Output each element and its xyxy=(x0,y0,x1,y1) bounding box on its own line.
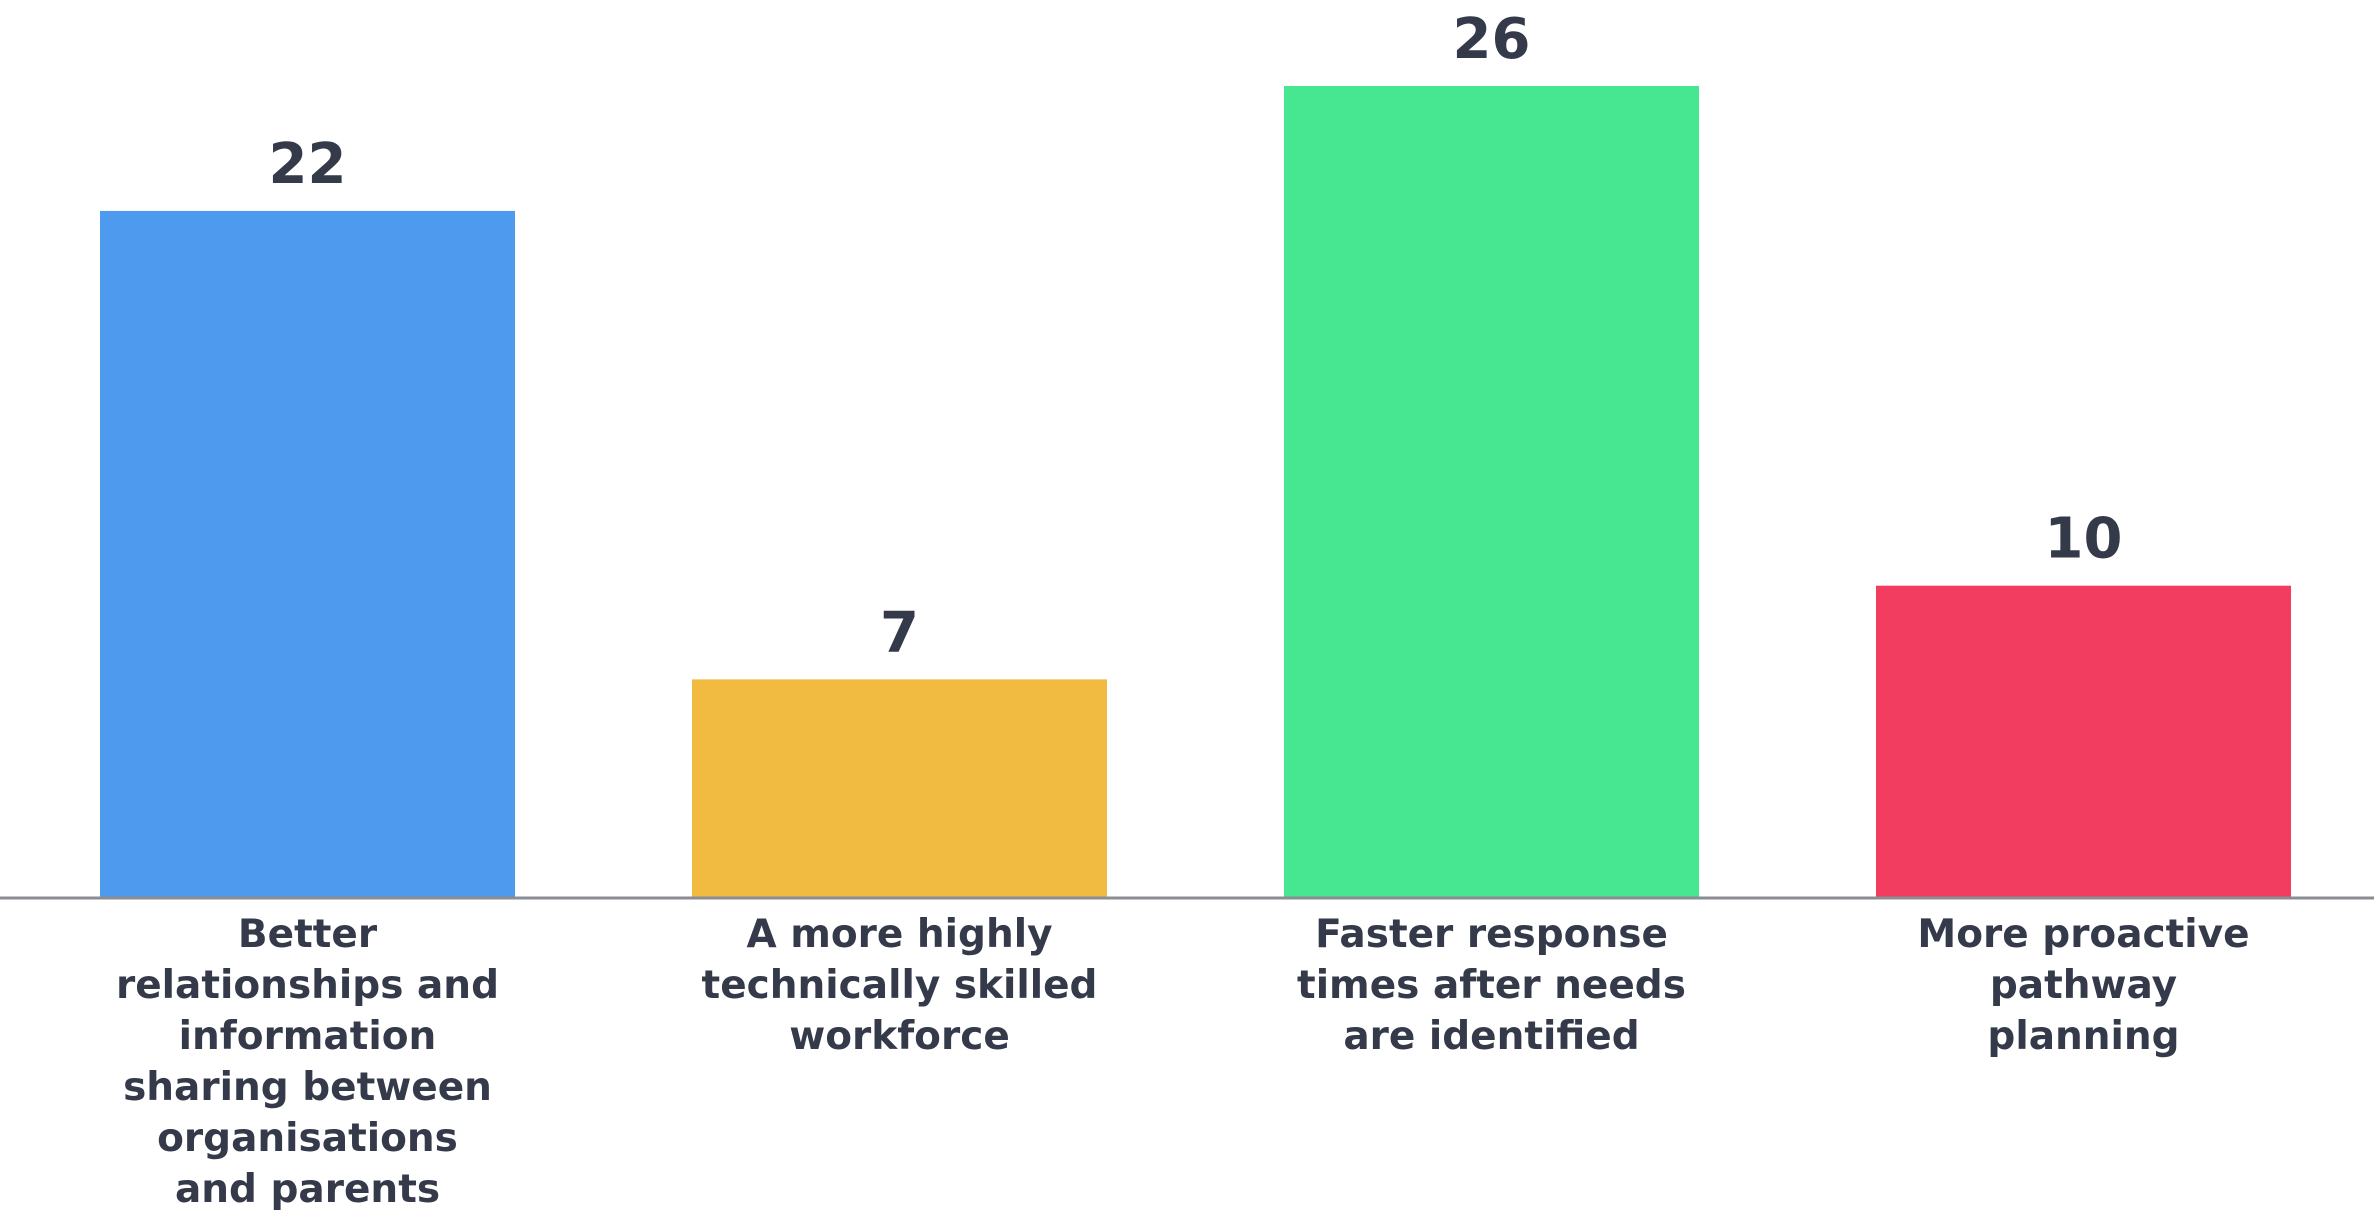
value-label-2: 7 xyxy=(880,600,919,665)
category-label-4: More proactive pathway planning xyxy=(1917,912,2249,1059)
category-label-2-line-3: workforce xyxy=(789,1014,1010,1059)
category-label-1-line-1: Better xyxy=(238,912,378,957)
category-label-4-line-2: pathway xyxy=(1990,963,2177,1008)
value-label-1: 22 xyxy=(269,132,347,197)
category-label-2-line-1: A more highly xyxy=(746,912,1052,957)
category-label-1: Better relationships and information sharin… xyxy=(116,912,499,1212)
category-label-1-line-2: relationships and xyxy=(116,963,499,1008)
category-label-1-line-4: sharing between xyxy=(123,1065,492,1110)
category-label-3: Faster response times after needs are iden… xyxy=(1297,912,1686,1059)
category-labels: Better relationships and information sharin… xyxy=(116,912,2250,1212)
bars xyxy=(100,86,2291,898)
bar-1 xyxy=(100,210,515,898)
value-labels: 22 7 26 10 xyxy=(269,7,2123,665)
value-label-3: 26 xyxy=(1453,7,1531,72)
value-label-4: 10 xyxy=(2045,507,2123,572)
category-label-4-line-1: More proactive xyxy=(1917,912,2249,957)
category-label-3-line-1: Faster response xyxy=(1315,912,1668,957)
category-label-4-line-3: planning xyxy=(1987,1014,2179,1059)
category-label-1-line-3: information xyxy=(179,1014,437,1059)
category-label-1-line-5: organisations xyxy=(157,1116,458,1161)
category-label-3-line-3: are identified xyxy=(1343,1014,1639,1059)
category-label-1-line-6: and parents xyxy=(175,1167,440,1212)
category-label-3-line-2: times after needs xyxy=(1297,963,1686,1008)
category-label-2: A more highly technically skilled workforc… xyxy=(702,912,1098,1059)
bar-2 xyxy=(692,679,1107,898)
category-label-2-line-2: technically skilled xyxy=(702,963,1098,1008)
bar-3 xyxy=(1284,86,1699,898)
bar-4 xyxy=(1876,585,2291,898)
